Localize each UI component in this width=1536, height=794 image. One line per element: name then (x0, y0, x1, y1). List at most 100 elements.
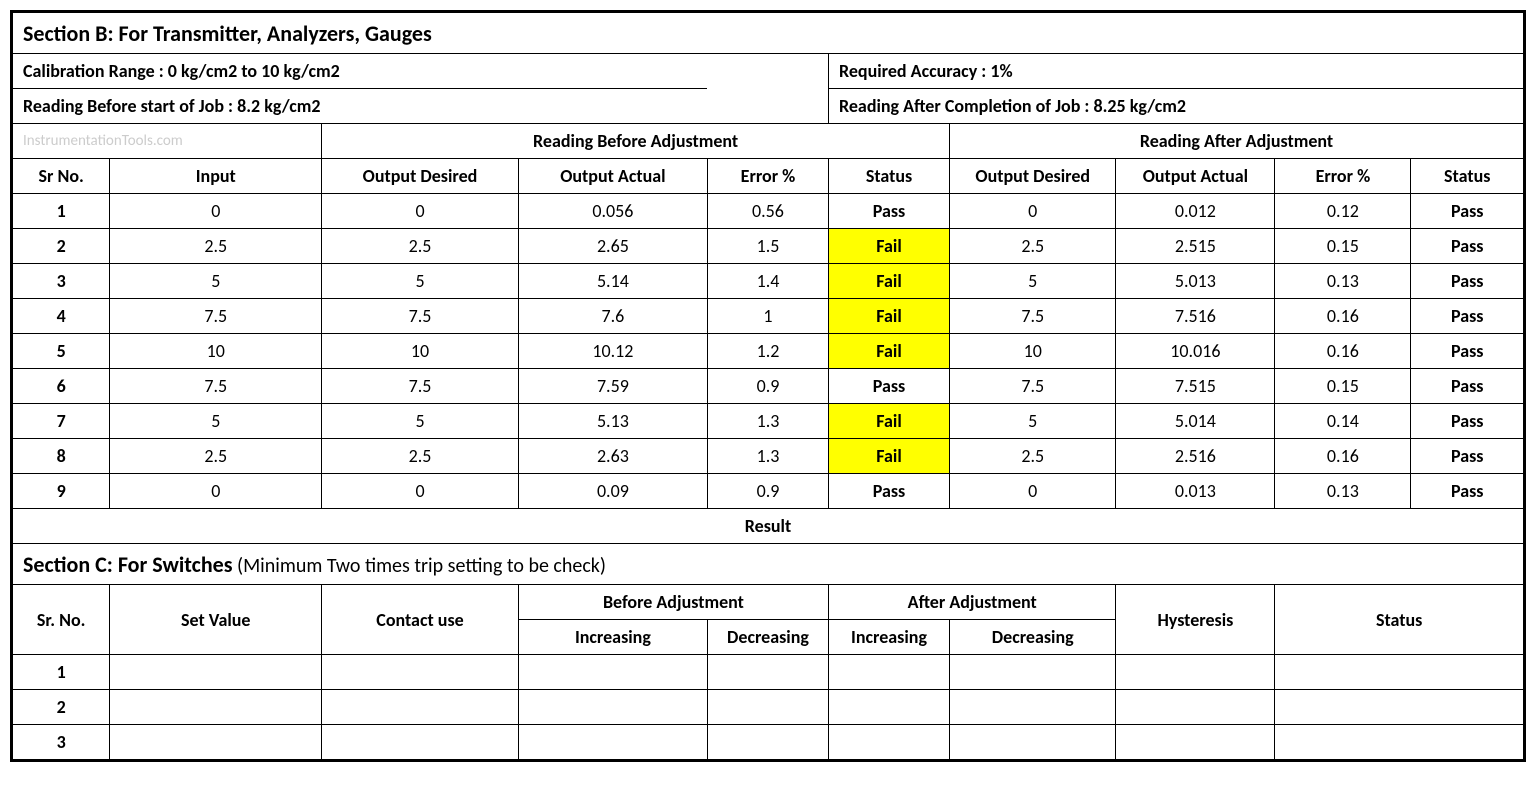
cell-b-desired: 0 (322, 194, 519, 229)
c-cell-set-value (110, 655, 322, 690)
c-cell-b-dec (707, 725, 828, 761)
c-cell-status (1275, 655, 1525, 690)
cell-a-desired: 0 (950, 474, 1116, 509)
cell-a-desired: 2.5 (950, 439, 1116, 474)
cell-a-actual: 7.515 (1116, 369, 1275, 404)
c-cell-contact-use (322, 690, 519, 725)
cell-a-actual: 5.013 (1116, 264, 1275, 299)
cell-b-actual: 7.6 (518, 299, 707, 334)
cell-a-actual: 2.516 (1116, 439, 1275, 474)
cell-a-desired: 2.5 (950, 229, 1116, 264)
c-cell-hysteresis (1116, 725, 1275, 761)
reading-before-job: Reading Before start of Job : 8.2 kg/cm2 (12, 89, 708, 124)
cell-a-status: Pass (1411, 474, 1525, 509)
cell-sr: 3 (12, 264, 110, 299)
c-cell-b-inc (518, 655, 707, 690)
col-a-output-desired: Output Desired (950, 159, 1116, 194)
cell-a-error: 0.14 (1275, 404, 1411, 439)
table-row: 5101010.121.2Fail1010.0160.16Pass (12, 334, 1525, 369)
watermark: InstrumentationTools.com (12, 124, 322, 159)
cell-b-error: 1.5 (707, 229, 828, 264)
cell-b-desired: 2.5 (322, 439, 519, 474)
c-cell-sr: 1 (12, 655, 110, 690)
cell-a-status: Pass (1411, 229, 1525, 264)
cell-b-actual: 10.12 (518, 334, 707, 369)
c-cell-set-value (110, 725, 322, 761)
cell-b-actual: 5.14 (518, 264, 707, 299)
cell-a-error: 0.12 (1275, 194, 1411, 229)
cell-b-status: Fail (829, 299, 950, 334)
cell-input: 7.5 (110, 369, 322, 404)
required-accuracy: Required Accuracy : 1% (829, 54, 1525, 89)
cell-b-desired: 5 (322, 404, 519, 439)
c-cell-set-value (110, 690, 322, 725)
cell-b-status: Pass (829, 369, 950, 404)
c-cell-b-dec (707, 655, 828, 690)
c-col-contact-use: Contact use (322, 585, 519, 655)
calibration-table: Section B: For Transmitter, Analyzers, G… (10, 10, 1526, 762)
c-cell-a-inc (829, 725, 950, 761)
cell-input: 7.5 (110, 299, 322, 334)
cell-b-desired: 10 (322, 334, 519, 369)
cell-a-error: 0.16 (1275, 439, 1411, 474)
cell-a-desired: 7.5 (950, 299, 1116, 334)
cell-b-desired: 2.5 (322, 229, 519, 264)
c-cell-b-inc (518, 690, 707, 725)
cell-a-error: 0.15 (1275, 369, 1411, 404)
cell-b-status: Pass (829, 194, 950, 229)
c-cell-a-inc (829, 690, 950, 725)
cell-a-actual: 7.516 (1116, 299, 1275, 334)
section-c-note: (Minimum Two times trip setting to be ch… (233, 554, 606, 578)
c-cell-status (1275, 725, 1525, 761)
cell-a-status: Pass (1411, 369, 1525, 404)
cell-a-desired: 5 (950, 404, 1116, 439)
c-col-before-adj: Before Adjustment (518, 585, 828, 620)
cell-a-actual: 5.014 (1116, 404, 1275, 439)
cell-sr: 2 (12, 229, 110, 264)
table-row: 22.52.52.651.5Fail2.52.5150.15Pass (12, 229, 1525, 264)
c-cell-sr: 2 (12, 690, 110, 725)
cell-b-status: Pass (829, 474, 950, 509)
cell-a-status: Pass (1411, 194, 1525, 229)
c-cell-a-dec (950, 725, 1116, 761)
cell-b-error: 0.56 (707, 194, 828, 229)
header-before-adjustment: Reading Before Adjustment (322, 124, 950, 159)
cell-input: 2.5 (110, 229, 322, 264)
section-c-rows: 123 (12, 655, 1525, 761)
cell-b-error: 0.9 (707, 369, 828, 404)
cell-a-status: Pass (1411, 439, 1525, 474)
cell-sr: 4 (12, 299, 110, 334)
cell-sr: 7 (12, 404, 110, 439)
cell-input: 0 (110, 474, 322, 509)
cell-a-status: Pass (1411, 334, 1525, 369)
c-cell-hysteresis (1116, 690, 1275, 725)
c-cell-a-dec (950, 655, 1116, 690)
cell-b-actual: 7.59 (518, 369, 707, 404)
cell-b-actual: 5.13 (518, 404, 707, 439)
section-b-rows: 1000.0560.56Pass00.0120.12Pass22.52.52.6… (12, 194, 1525, 509)
cell-a-desired: 10 (950, 334, 1116, 369)
col-sr-no: Sr No. (12, 159, 110, 194)
cell-a-error: 0.13 (1275, 474, 1411, 509)
cell-a-desired: 0 (950, 194, 1116, 229)
c-col-b-decreasing: Decreasing (707, 620, 828, 655)
table-row: 3 (12, 725, 1525, 761)
c-col-status: Status (1275, 585, 1525, 655)
col-a-output-actual: Output Actual (1116, 159, 1275, 194)
c-col-hysteresis: Hysteresis (1116, 585, 1275, 655)
cell-sr: 6 (12, 369, 110, 404)
cell-b-desired: 0 (322, 474, 519, 509)
col-a-error: Error % (1275, 159, 1411, 194)
table-row: 7555.131.3Fail55.0140.14Pass (12, 404, 1525, 439)
cell-a-desired: 5 (950, 264, 1116, 299)
cell-b-status: Fail (829, 264, 950, 299)
cell-b-desired: 7.5 (322, 369, 519, 404)
cell-a-actual: 2.515 (1116, 229, 1275, 264)
cell-b-actual: 0.056 (518, 194, 707, 229)
c-col-set-value: Set Value (110, 585, 322, 655)
cell-a-status: Pass (1411, 404, 1525, 439)
cell-a-status: Pass (1411, 299, 1525, 334)
reading-after-job: Reading After Completion of Job : 8.25 k… (829, 89, 1525, 124)
cell-b-status: Fail (829, 404, 950, 439)
cell-b-error: 1.4 (707, 264, 828, 299)
